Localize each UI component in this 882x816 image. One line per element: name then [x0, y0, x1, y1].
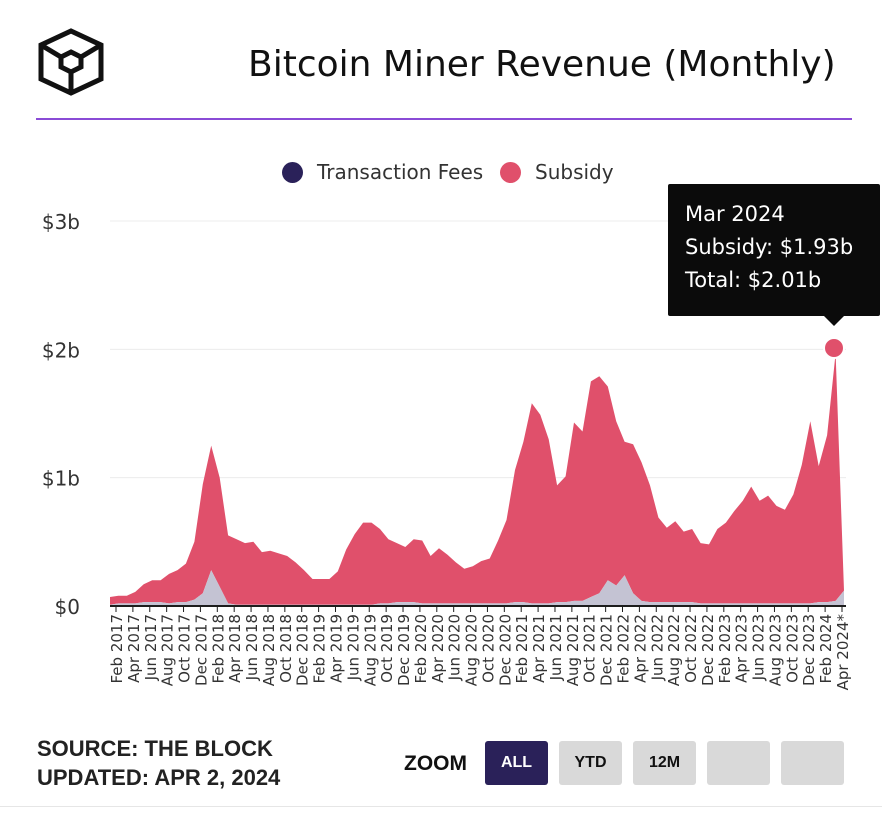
- x-tick-label: Aug 2023: [766, 614, 784, 686]
- legend-label: Subsidy: [535, 160, 614, 184]
- the-block-logo-icon: [38, 28, 104, 96]
- x-tick-label: Jun 2021: [547, 614, 565, 681]
- tooltip-arrow: [824, 316, 844, 326]
- x-tick-label: Apr 2019: [327, 614, 345, 683]
- x-tick-label: Aug 2018: [260, 614, 278, 686]
- source-block: SOURCE: THE BLOCK UPDATED: APR 2, 2024: [37, 734, 280, 792]
- x-tick-label: Oct 2021: [581, 614, 599, 683]
- x-tick-label: Feb 2023: [716, 614, 734, 684]
- x-tick-label: Jun 2023: [750, 614, 768, 681]
- x-tick-label: Feb 2022: [615, 614, 633, 684]
- legend-item-transaction-fees[interactable]: Transaction Fees: [282, 160, 483, 184]
- legend: Transaction Fees Subsidy: [0, 160, 882, 190]
- x-tick-label: Aug 2022: [665, 614, 683, 686]
- x-tick-label: Dec 2023: [800, 614, 818, 686]
- x-tick-label: Oct 2022: [682, 614, 700, 683]
- source-text: SOURCE: THE BLOCK: [37, 736, 273, 761]
- highlight-point[interactable]: [823, 337, 845, 360]
- y-tick-label: $2b: [42, 338, 80, 362]
- x-tick-label: Oct 2020: [479, 614, 497, 683]
- x-tick-label: Feb 2017: [108, 614, 126, 684]
- legend-dot-icon: [500, 161, 521, 183]
- x-tick-label: Oct 2018: [277, 614, 295, 683]
- x-tick-label: Apr 2023: [733, 614, 751, 683]
- x-tick-label: Aug 2020: [463, 614, 481, 686]
- x-tick-label: Jun 2018: [243, 614, 261, 681]
- zoom-label: ZOOM: [404, 752, 467, 775]
- x-tick-label: Jun 2020: [446, 614, 464, 681]
- y-tick-label: $0: [55, 595, 80, 619]
- y-axis: $0 $1b $2b $3b: [42, 210, 80, 619]
- x-tick-label: Dec 2022: [699, 614, 717, 686]
- x-tick-label: Aug 2017: [159, 614, 177, 686]
- x-tick-label: Dec 2021: [598, 614, 616, 686]
- x-tick-label: Apr 2020: [429, 614, 447, 683]
- x-tick-label: Apr 2021: [530, 614, 548, 683]
- tooltip-month: Mar 2024: [685, 202, 785, 226]
- tooltip: Mar 2024 Subsidy: $1.93b Total: $2.01b: [668, 184, 880, 326]
- y-tick-label: $3b: [42, 210, 80, 234]
- x-tick-label: Jun 2022: [648, 614, 666, 681]
- zoom-ytd-button[interactable]: YTD: [559, 741, 622, 785]
- x-tick-label: Dec 2019: [395, 614, 413, 686]
- x-tick-label: Apr 2024*: [834, 614, 852, 691]
- x-tick-label: Feb 2019: [311, 614, 329, 684]
- updated-text: UPDATED: APR 2, 2024: [37, 765, 281, 790]
- tooltip-subsidy: Subsidy: $1.93b: [685, 235, 854, 259]
- x-tick-label: Dec 2020: [496, 614, 514, 686]
- x-tick-label: Apr 2022: [631, 614, 649, 683]
- x-tick-label: Aug 2021: [564, 614, 582, 686]
- x-tick-label: Oct 2023: [783, 614, 801, 683]
- x-tick-label: Aug 2019: [361, 614, 379, 686]
- chart-title: Bitcoin Miner Revenue (Monthly): [248, 44, 836, 85]
- title-divider: [36, 118, 852, 120]
- x-tick-label: Feb 2020: [412, 614, 430, 684]
- x-tick-label: Feb 2024: [817, 614, 835, 684]
- x-tick-label: Apr 2017: [125, 614, 143, 683]
- x-tick-label: Jun 2017: [142, 614, 160, 681]
- x-tick-label: Feb 2018: [209, 614, 227, 684]
- zoom-extra-button-1[interactable]: [707, 741, 770, 785]
- x-tick-label: Dec 2018: [294, 614, 312, 686]
- legend-dot-icon: [282, 161, 303, 183]
- zoom-extra-button-2[interactable]: [781, 741, 844, 785]
- zoom-all-button[interactable]: ALL: [485, 741, 548, 785]
- x-tick-label: Dec 2017: [192, 614, 210, 686]
- x-tick-label: Oct 2019: [378, 614, 396, 683]
- legend-label: Transaction Fees: [317, 160, 484, 184]
- x-tick-label: Oct 2017: [176, 614, 194, 683]
- legend-item-subsidy[interactable]: Subsidy: [500, 160, 614, 184]
- x-tick-label: Jun 2019: [344, 614, 362, 681]
- tooltip-total: Total: $2.01b: [685, 268, 822, 292]
- transaction-fees-area: [110, 570, 844, 606]
- bottom-divider: [0, 806, 882, 807]
- x-tick-label: Feb 2021: [513, 614, 531, 684]
- x-tick-label: Apr 2018: [226, 614, 244, 683]
- subsidy-area: [110, 353, 844, 605]
- zoom-12m-button[interactable]: 12M: [633, 741, 696, 785]
- y-tick-label: $1b: [42, 467, 80, 491]
